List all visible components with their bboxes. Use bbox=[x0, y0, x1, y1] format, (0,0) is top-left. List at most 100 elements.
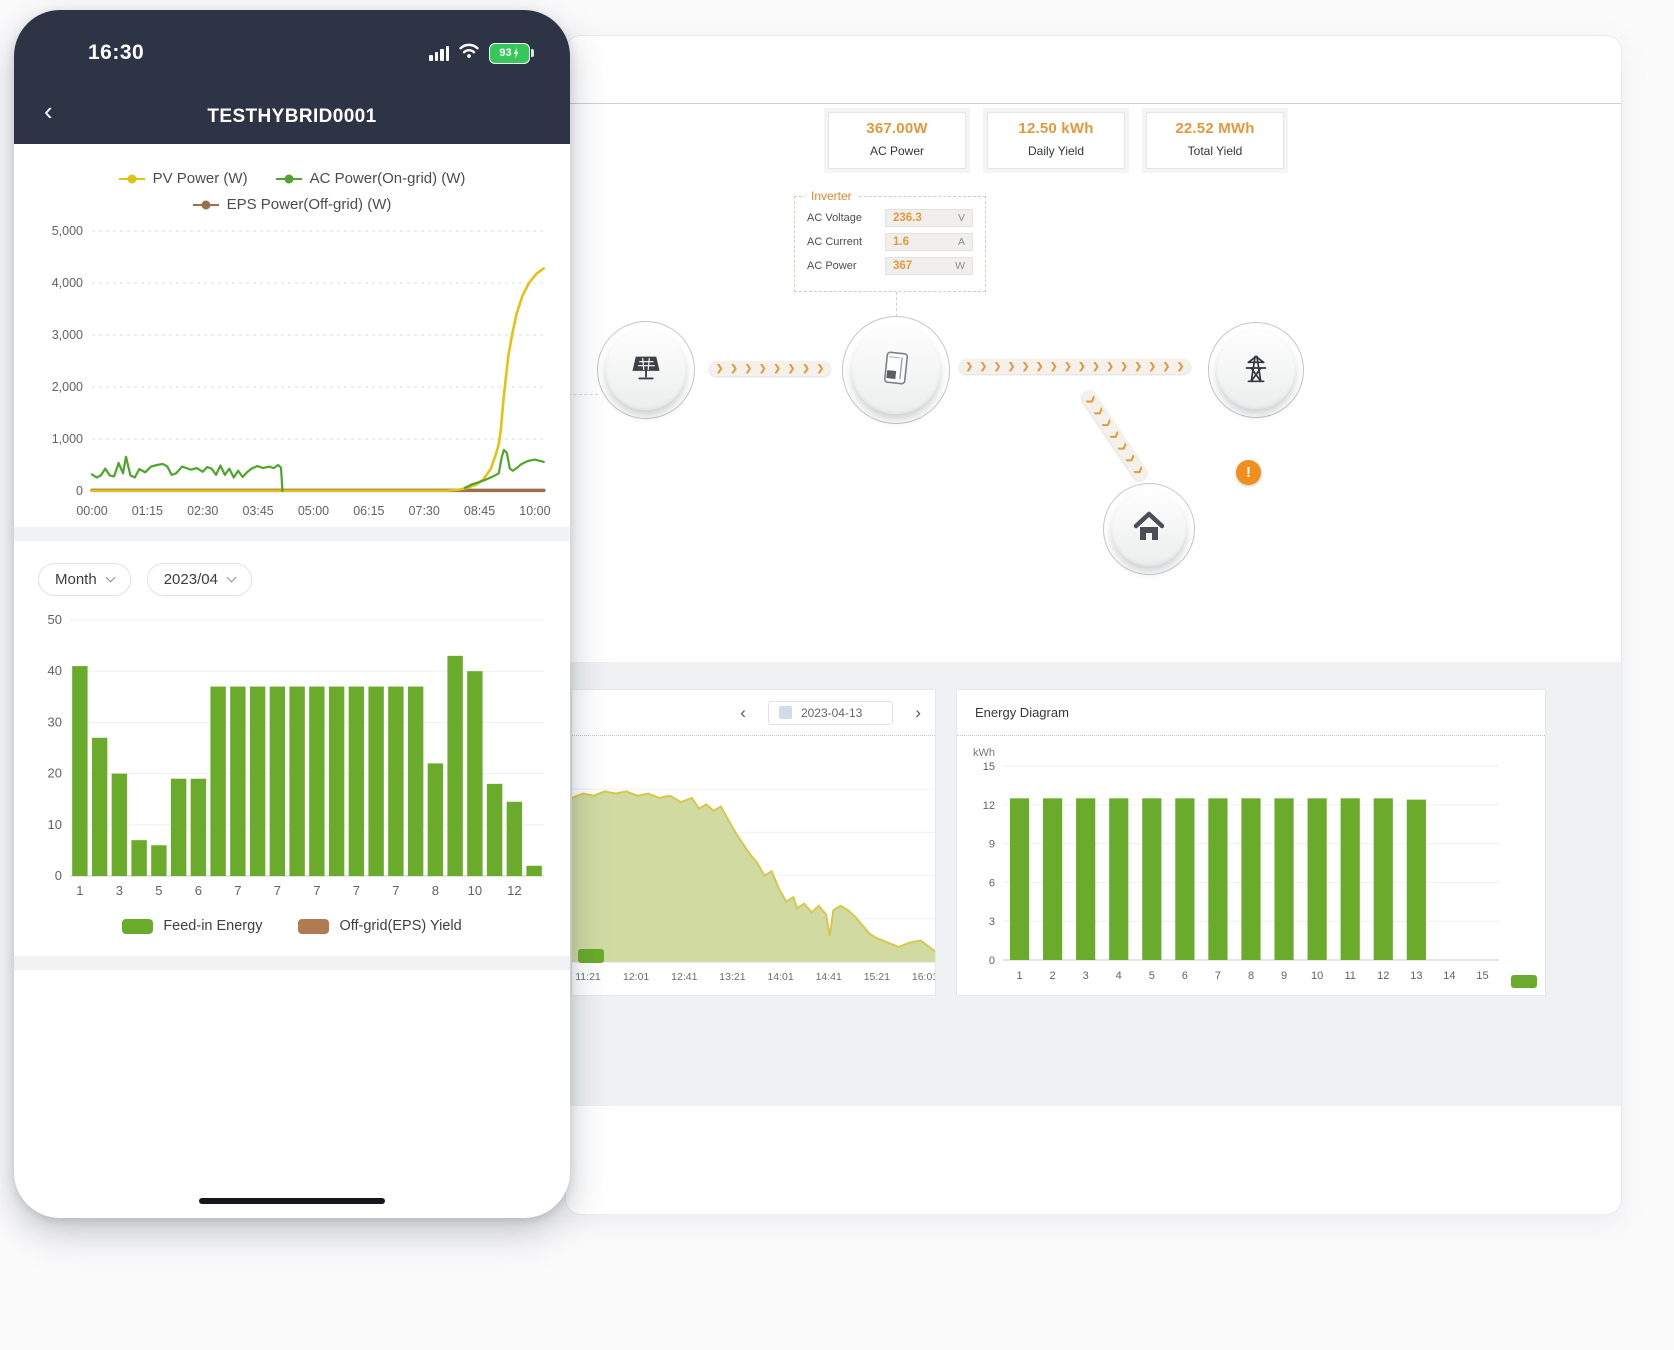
daily-curve-panel: ‹ 2023-04-13 › 11:21 12:01 12:41 13:21 14:01… bbox=[571, 689, 938, 996]
svg-text:4,000: 4,000 bbox=[52, 276, 83, 290]
flow-arrow-icon: ❯ bbox=[816, 363, 825, 373]
flow-arrow-icon: ❯ bbox=[1093, 405, 1106, 418]
power-curve-card: PV Power (W) AC Power(On-grid) (W) EPS Pow… bbox=[14, 144, 570, 527]
inverter-row-ac-current: AC Current 1.6 A bbox=[807, 233, 973, 251]
period-dropdown[interactable]: Month bbox=[38, 563, 131, 596]
svg-text:7: 7 bbox=[274, 883, 281, 898]
inverter-panel-title: Inverter bbox=[805, 189, 858, 203]
daily-chart-legend-swatch bbox=[578, 949, 604, 963]
stat-value: 12.50 kWh bbox=[1018, 120, 1094, 137]
svg-text:7: 7 bbox=[313, 883, 320, 898]
month-dropdown[interactable]: 2023/04 bbox=[146, 563, 252, 596]
node-solar-panel-inner bbox=[606, 330, 686, 410]
flow-arrow-icon: ❯ bbox=[1050, 361, 1058, 371]
inverter-unit: W bbox=[955, 260, 965, 272]
svg-text:12: 12 bbox=[1377, 970, 1389, 982]
svg-text:1,000: 1,000 bbox=[52, 432, 83, 446]
flow-arrow-icon: ❯ bbox=[744, 363, 753, 373]
power-curve-line-chart: 0 1,000 2,000 3,000 4,000 5,000 00:00 01:15 02:3… bbox=[52, 224, 551, 518]
back-button[interactable]: ‹ bbox=[44, 96, 53, 126]
svg-text:12: 12 bbox=[507, 883, 521, 898]
flow-arrow-icon: ❯ bbox=[730, 363, 738, 373]
svg-text:11:21: 11:21 bbox=[575, 971, 601, 983]
svg-text:9: 9 bbox=[1281, 970, 1287, 982]
flow-arrow-icon: ❯ bbox=[1148, 361, 1157, 371]
cellular-signal-icon bbox=[429, 45, 449, 61]
inverter-info-panel: Inverter AC Voltage 236.3 V AC Current 1… bbox=[794, 189, 986, 292]
date-next-button[interactable]: › bbox=[915, 703, 921, 722]
svg-text:0: 0 bbox=[989, 955, 995, 967]
svg-text:14:41: 14:41 bbox=[816, 971, 842, 983]
stat-card-total-yield: 22.52 MWh Total Yield bbox=[1146, 112, 1284, 169]
grid-tower-icon bbox=[1237, 349, 1275, 392]
svg-text:7: 7 bbox=[353, 883, 360, 898]
flow-arrow-icon: ❯ bbox=[787, 363, 796, 373]
solar-panel-icon bbox=[627, 349, 665, 392]
daily-curve-header: ‹ 2023-04-13 › bbox=[572, 690, 935, 736]
flow-arrow-icon: ❯ bbox=[965, 361, 974, 371]
date-prev-button[interactable]: ‹ bbox=[740, 703, 746, 722]
inverter-row-label: AC Voltage bbox=[807, 212, 863, 224]
svg-text:15: 15 bbox=[983, 761, 995, 773]
svg-text:30: 30 bbox=[48, 714, 62, 729]
svg-text:01:15: 01:15 bbox=[132, 504, 163, 518]
svg-text:6: 6 bbox=[989, 877, 995, 889]
battery-icon: 93 bbox=[489, 42, 534, 64]
flow-arrow-icon: ❯ bbox=[979, 361, 988, 371]
legend-item[interactable]: EPS Power(Off-grid) (W) bbox=[192, 196, 391, 213]
svg-text:5,000: 5,000 bbox=[52, 224, 83, 238]
energy-diagram-header: Energy Diagram bbox=[957, 690, 1545, 736]
flow-arrow-icon: ❯ bbox=[1007, 361, 1016, 371]
flow-arrow-icon: ❯ bbox=[1101, 417, 1114, 430]
svg-text:12:41: 12:41 bbox=[671, 971, 697, 983]
svg-text:13:21: 13:21 bbox=[719, 971, 745, 983]
legend-item[interactable]: AC Power(On-grid) (W) bbox=[275, 170, 466, 187]
node-home[interactable] bbox=[1103, 483, 1195, 575]
filter-row: Month 2023/04 bbox=[14, 541, 570, 600]
legend-item[interactable]: PV Power (W) bbox=[118, 170, 248, 187]
energy-diagram-legend-swatch bbox=[1511, 975, 1537, 988]
flow-arrow-icon: ❯ bbox=[1176, 361, 1185, 371]
svg-text:08:45: 08:45 bbox=[464, 504, 495, 518]
inverter-value: 236.3 bbox=[893, 212, 922, 224]
svg-text:8: 8 bbox=[432, 883, 439, 898]
svg-text:10:00: 10:00 bbox=[519, 504, 550, 518]
legend-item[interactable]: Off-grid(EPS) Yield bbox=[298, 918, 462, 934]
alert-warning-badge[interactable]: ! bbox=[1236, 460, 1261, 485]
stat-value: 367.00W bbox=[866, 120, 928, 137]
flow-arrow-icon: ❯ bbox=[1120, 361, 1128, 371]
legend-item[interactable]: Feed-in Energy bbox=[122, 918, 262, 934]
svg-text:06:15: 06:15 bbox=[353, 504, 384, 518]
connector-dashed-horizontal bbox=[568, 394, 598, 395]
svg-text:5: 5 bbox=[1149, 970, 1155, 982]
date-picker[interactable]: 2023-04-13 bbox=[767, 700, 894, 725]
inverter-value: 1.6 bbox=[893, 236, 909, 248]
calendar-icon bbox=[778, 706, 792, 719]
date-value: 2023-04-13 bbox=[800, 705, 863, 720]
home-indicator[interactable] bbox=[199, 1198, 385, 1204]
legend-marker-icon bbox=[118, 174, 145, 183]
node-solar-panel[interactable] bbox=[597, 321, 695, 419]
flow-arrow-icon: ❯ bbox=[1085, 393, 1098, 406]
stat-label: Total Yield bbox=[1187, 144, 1243, 158]
stat-card-daily-yield: 12.50 kWh Daily Yield bbox=[987, 112, 1125, 169]
power-curve-legend: PV Power (W) AC Power(On-grid) (W) EPS Pow… bbox=[57, 144, 527, 217]
legend-label: AC Power(On-grid) (W) bbox=[309, 170, 466, 187]
svg-text:15: 15 bbox=[1476, 970, 1488, 982]
flow-arrow-icon: ❯ bbox=[1106, 361, 1114, 371]
device-title: TESTHYBRID0001 bbox=[207, 106, 377, 127]
svg-text:10: 10 bbox=[1311, 970, 1323, 982]
stat-value: 22.52 MWh bbox=[1175, 120, 1255, 137]
svg-text:3: 3 bbox=[1083, 970, 1089, 982]
node-inverter[interactable] bbox=[842, 316, 950, 424]
energy-diagram-title: Energy Diagram bbox=[975, 705, 1069, 720]
svg-text:03:45: 03:45 bbox=[242, 504, 273, 518]
inverter-row-label: AC Current bbox=[807, 236, 863, 248]
svg-text:0: 0 bbox=[55, 868, 62, 883]
connector-dashed-vertical bbox=[896, 292, 897, 322]
node-grid-tower[interactable] bbox=[1208, 322, 1304, 418]
period-dropdown-label: Month bbox=[55, 571, 97, 588]
home-icon bbox=[1129, 507, 1169, 552]
svg-text:07:30: 07:30 bbox=[409, 504, 440, 518]
svg-text:14:01: 14:01 bbox=[767, 971, 793, 983]
